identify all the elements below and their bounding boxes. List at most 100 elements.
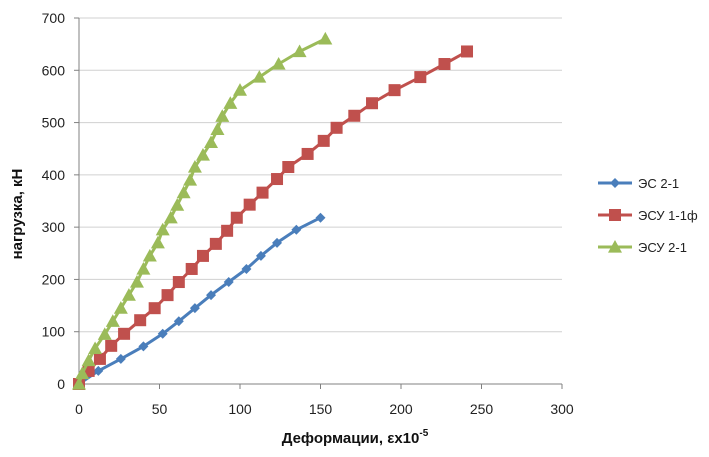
- series-3: [72, 31, 333, 390]
- data-point: [233, 83, 247, 96]
- data-point: [176, 185, 191, 199]
- data-point: [317, 134, 330, 147]
- data-point: [134, 314, 147, 327]
- data-point: [97, 327, 112, 340]
- data-point: [461, 45, 474, 58]
- data-point: [255, 250, 266, 261]
- data-point: [75, 366, 90, 380]
- data-point: [163, 210, 178, 224]
- data-point: [155, 222, 170, 236]
- series-line: [77, 37, 326, 385]
- data-point: [209, 237, 222, 250]
- x-tick-label: 0: [75, 401, 83, 417]
- x-axis-title: Деформации, εx10-5: [282, 428, 429, 447]
- y-axis-title: нагрузка, кН: [9, 169, 26, 260]
- y-tick-label: 300: [42, 219, 66, 235]
- data-point: [136, 261, 151, 275]
- data-point: [183, 173, 198, 186]
- x-tick-label: 300: [550, 401, 574, 417]
- data-point: [223, 277, 234, 288]
- legend-entry: ЭСУ 1-1ф: [598, 208, 698, 223]
- data-point: [348, 109, 361, 122]
- data-point: [438, 58, 451, 71]
- data-point: [256, 186, 269, 199]
- data-point: [230, 211, 243, 224]
- data-point: [161, 289, 174, 302]
- legend-label: ЭСУ 2-1: [638, 240, 687, 255]
- y-tick-label: 500: [42, 115, 66, 131]
- data-point: [105, 314, 120, 327]
- data-point: [113, 301, 128, 314]
- data-point: [142, 248, 157, 262]
- data-point: [138, 341, 149, 352]
- y-tick-label: 200: [42, 271, 66, 287]
- data-point: [204, 135, 219, 149]
- x-tick-label: 100: [228, 401, 252, 417]
- x-tick-label: 50: [152, 401, 168, 417]
- data-point: [223, 96, 238, 109]
- data-point: [272, 237, 283, 248]
- data-point: [105, 339, 118, 352]
- x-axis-title-superscript: -5: [419, 428, 428, 439]
- data-point: [173, 316, 184, 327]
- data-point: [185, 262, 198, 275]
- data-point: [215, 109, 230, 122]
- gridlines: [79, 17, 562, 333]
- data-point: [315, 212, 326, 223]
- legend-label: ЭСУ 1-1ф: [638, 208, 698, 223]
- data-point: [366, 97, 379, 110]
- data-point: [221, 224, 234, 237]
- data-point: [88, 341, 103, 355]
- data-point: [388, 84, 401, 97]
- legend: ЭС 2-1 ЭСУ 1-1ф ЭСУ 2-1: [598, 176, 698, 255]
- data-point: [189, 303, 200, 314]
- data-point: [72, 377, 86, 390]
- data-point: [241, 263, 252, 274]
- data-point: [206, 290, 217, 301]
- y-tick-label: 0: [57, 376, 65, 392]
- legend-entry: ЭСУ 2-1: [598, 240, 687, 255]
- legend-marker: [608, 240, 622, 253]
- data-point: [93, 365, 104, 376]
- y-tick-label: 100: [42, 324, 66, 340]
- data-point: [148, 302, 161, 315]
- data-point: [195, 147, 210, 161]
- data-point: [115, 353, 126, 364]
- data-point: [121, 288, 136, 301]
- data-point: [301, 147, 314, 160]
- series-1: [74, 212, 326, 389]
- series-line: [77, 50, 468, 385]
- data-point: [291, 224, 302, 235]
- data-point: [93, 352, 106, 365]
- legend-label: ЭС 2-1: [638, 176, 679, 191]
- data-point: [150, 235, 165, 249]
- legend-marker: [609, 209, 621, 221]
- data-point: [157, 328, 168, 339]
- series-plot-area: [72, 31, 474, 390]
- series-line: [78, 216, 322, 386]
- legend-entry: ЭС 2-1: [598, 176, 679, 191]
- data-point: [318, 31, 333, 45]
- data-point: [282, 161, 295, 174]
- data-point: [187, 160, 202, 173]
- data-point: [129, 275, 144, 288]
- axes: 0 100 200 300 400 500 600 700 0 50 100 150 200 250 300: [42, 10, 574, 417]
- x-tick-label: 250: [470, 401, 494, 417]
- data-point: [118, 327, 131, 340]
- data-point: [196, 249, 209, 262]
- data-point: [330, 121, 343, 134]
- y-tick-label: 600: [42, 62, 66, 78]
- legend-marker: [610, 178, 620, 188]
- data-point: [271, 173, 284, 186]
- data-point: [81, 353, 96, 367]
- data-point: [252, 70, 267, 83]
- x-tick-label: 200: [389, 401, 413, 417]
- data-point: [292, 44, 307, 58]
- y-tick-label: 700: [42, 10, 66, 26]
- data-point: [170, 198, 185, 211]
- x-tick-label: 150: [309, 401, 333, 417]
- y-tick-label: 400: [42, 167, 66, 183]
- data-point: [414, 71, 427, 84]
- data-point: [210, 122, 225, 135]
